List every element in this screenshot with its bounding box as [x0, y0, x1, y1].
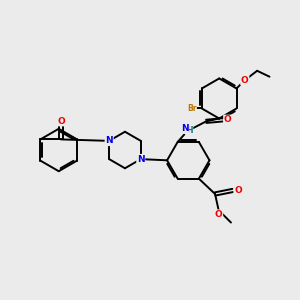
Text: N: N [181, 124, 188, 133]
Text: H: H [186, 126, 193, 135]
Text: O: O [224, 116, 232, 124]
Text: N: N [137, 154, 145, 164]
Text: O: O [215, 210, 223, 219]
Text: O: O [234, 186, 242, 195]
Text: O: O [57, 117, 65, 126]
Text: N: N [105, 136, 113, 146]
Text: Br: Br [187, 104, 196, 113]
Text: O: O [241, 76, 249, 85]
